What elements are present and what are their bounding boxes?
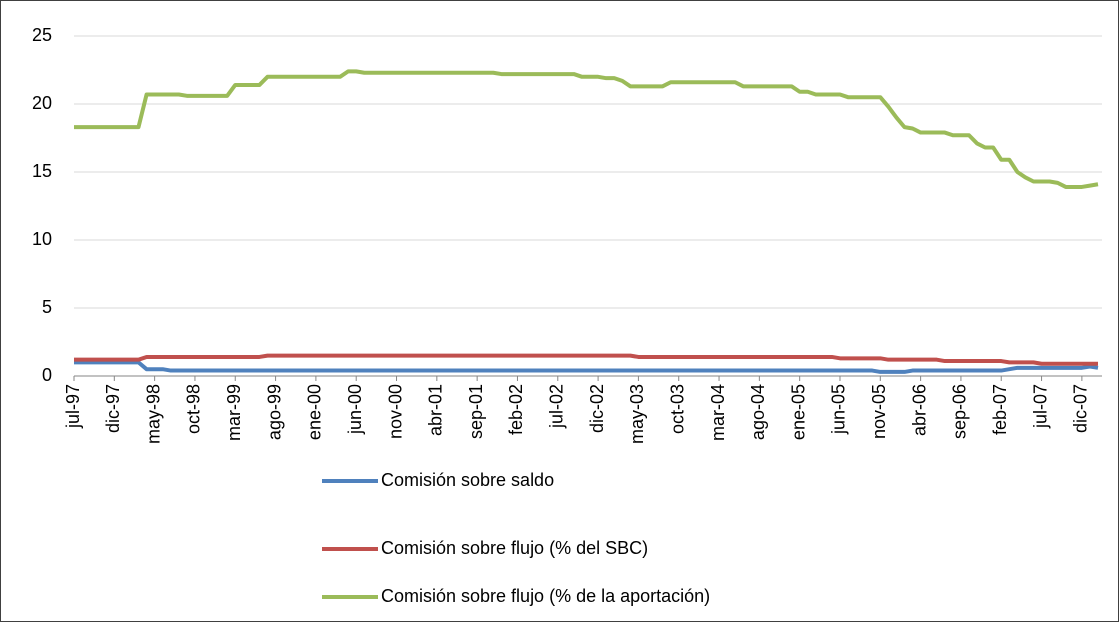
- legend-label: Comisión sobre flujo (% de la aportación…: [381, 586, 710, 606]
- x-tick-label: jun-05: [829, 384, 849, 435]
- x-tick-label: oct-98: [184, 384, 204, 434]
- series-line: [74, 69, 1099, 189]
- x-tick-label: ago-99: [264, 384, 284, 440]
- x-tick-label: dic-02: [587, 384, 607, 433]
- x-tick-label: feb-07: [990, 384, 1010, 435]
- y-tick-label: 10: [32, 229, 52, 249]
- x-tick-label: dic-97: [103, 384, 123, 433]
- x-tick-label: feb-02: [506, 384, 526, 435]
- y-tick-label: 0: [42, 365, 52, 385]
- x-tick-label: ene-05: [788, 384, 808, 440]
- x-tick-label: may-03: [627, 384, 647, 444]
- x-tick-label: ago-04: [748, 384, 768, 440]
- x-tick-label: jul-97: [63, 384, 83, 429]
- y-tick-label: 15: [32, 161, 52, 181]
- x-tick-label: oct-03: [667, 384, 687, 434]
- x-tick-label: may-98: [143, 384, 163, 444]
- y-tick-label: 20: [32, 93, 52, 113]
- series-line: [74, 353, 1098, 366]
- x-tick-label: mar-04: [708, 384, 728, 441]
- x-tick-label: mar-99: [224, 384, 244, 441]
- x-tick-label: sep-01: [466, 384, 486, 439]
- x-tick-label: ene-00: [305, 384, 325, 440]
- x-tick-label: jul-02: [547, 384, 567, 429]
- y-tick-label: 25: [32, 25, 52, 45]
- legend-label: Comisión sobre saldo: [381, 470, 554, 490]
- x-tick-label: dic-07: [1071, 384, 1091, 433]
- x-tick-label: jun-00: [345, 384, 365, 435]
- x-tick-label: abr-01: [426, 384, 446, 436]
- x-tick-label: nov-05: [869, 384, 889, 439]
- x-tick-label: abr-06: [909, 384, 929, 436]
- x-tick-label: jul-07: [1030, 384, 1050, 429]
- x-tick-label: sep-06: [950, 384, 970, 439]
- series-line: [74, 360, 1099, 374]
- y-tick-label: 5: [42, 297, 52, 317]
- x-tick-label: nov-00: [385, 384, 405, 439]
- legend-label: Comisión sobre flujo (% del SBC): [381, 538, 648, 558]
